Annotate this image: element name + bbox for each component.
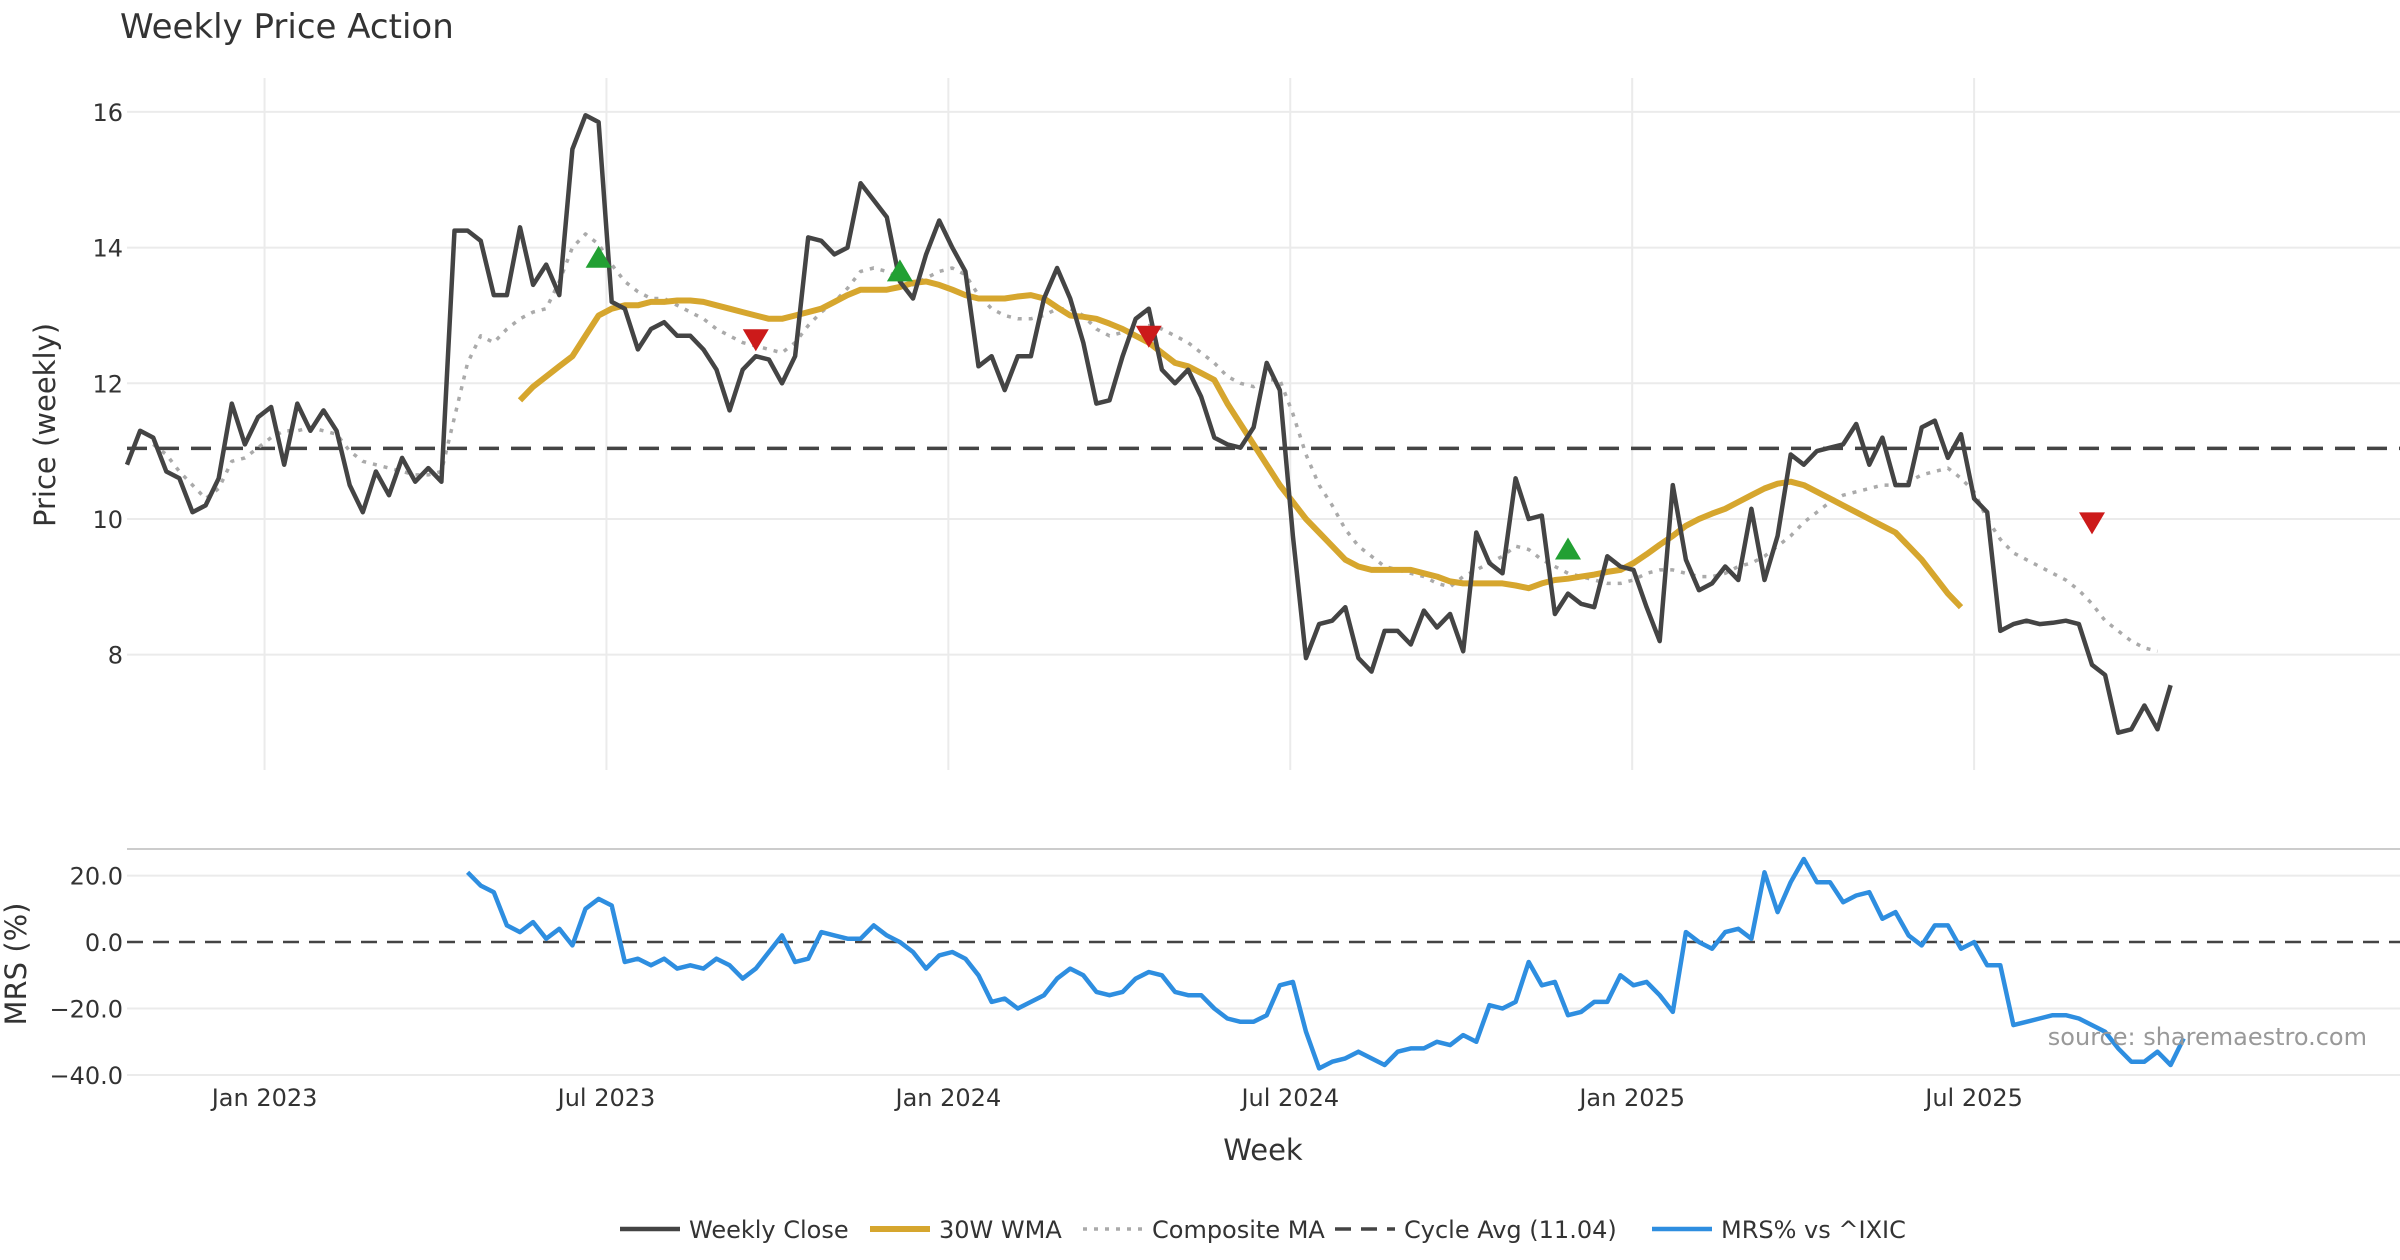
legend: Weekly Close 30W WMA Composite MA Cycle Avg…: [620, 1216, 1906, 1244]
buy-signal-marker: [585, 245, 612, 268]
mrs-panel: 20.0 0.0 −20.0 −40.0 MRS (%) source: sharem…: [0, 848, 2400, 1090]
mrs-y-tick-label: 20.0: [70, 863, 123, 891]
x-tick-label: Jul 2025: [1923, 1084, 2023, 1112]
price-y-ticks: 8 10 12 14 16: [92, 99, 123, 670]
mrs-y-axis-title: MRS (%): [0, 903, 33, 1026]
mrs-line: [465, 856, 2186, 1071]
price-y-tick-label: 12: [92, 370, 123, 398]
x-axis-ticks: Jan 2023 Jul 2023 Jan 2024 Jul 2024 Jan 2025…: [210, 1084, 2023, 1112]
buy-signal-marker: [886, 259, 913, 282]
mrs-gridlines: [127, 874, 2400, 1076]
mrs-y-ticks: 20.0 0.0 −20.0 −40.0: [49, 863, 123, 1090]
buy-signal-marker: [1555, 537, 1581, 560]
legend-label: 30W WMA: [939, 1216, 1062, 1244]
legend-label: Composite MA: [1152, 1216, 1325, 1244]
legend-label: Weekly Close: [689, 1216, 849, 1244]
chart-title: Weekly Price Action: [120, 7, 454, 47]
x-tick-label: Jan 2023: [210, 1084, 318, 1112]
composite-ma-line: [152, 232, 2158, 653]
sell-signal-marker: [742, 329, 769, 352]
sell-signal-marker: [1135, 325, 1162, 348]
x-tick-label: Jan 2025: [1577, 1084, 1685, 1112]
source-note: source: sharemaestro.com: [2048, 1023, 2367, 1051]
mrs-y-tick-label: −40.0: [49, 1062, 123, 1090]
x-axis-title: Week: [1223, 1133, 1303, 1167]
x-tick-label: Jan 2024: [894, 1084, 1002, 1112]
legend-label: Cycle Avg (11.04): [1404, 1216, 1617, 1244]
mrs-y-tick-label: −20.0: [49, 996, 123, 1024]
price-panel: 8 10 12 14 16 Price (weekly): [28, 78, 2400, 770]
price-y-tick-label: 14: [92, 235, 123, 263]
sell-signal-marker: [2079, 512, 2105, 535]
mrs-y-tick-label: 0.0: [85, 929, 123, 957]
price-y-tick-label: 10: [92, 506, 123, 534]
price-gridlines: [127, 78, 2400, 770]
x-tick-label: Jul 2023: [556, 1084, 656, 1112]
x-tick-label: Jul 2024: [1239, 1084, 1339, 1112]
legend-label: MRS% vs ^IXIC: [1721, 1216, 1906, 1244]
weekly-close-line: [124, 113, 2173, 735]
wma-30w-line: [517, 278, 1964, 610]
price-y-tick-label: 16: [92, 99, 123, 127]
price-y-tick-label: 8: [108, 642, 123, 670]
price-y-axis-title: Price (weekly): [28, 323, 62, 527]
signal-markers: [585, 245, 2105, 560]
